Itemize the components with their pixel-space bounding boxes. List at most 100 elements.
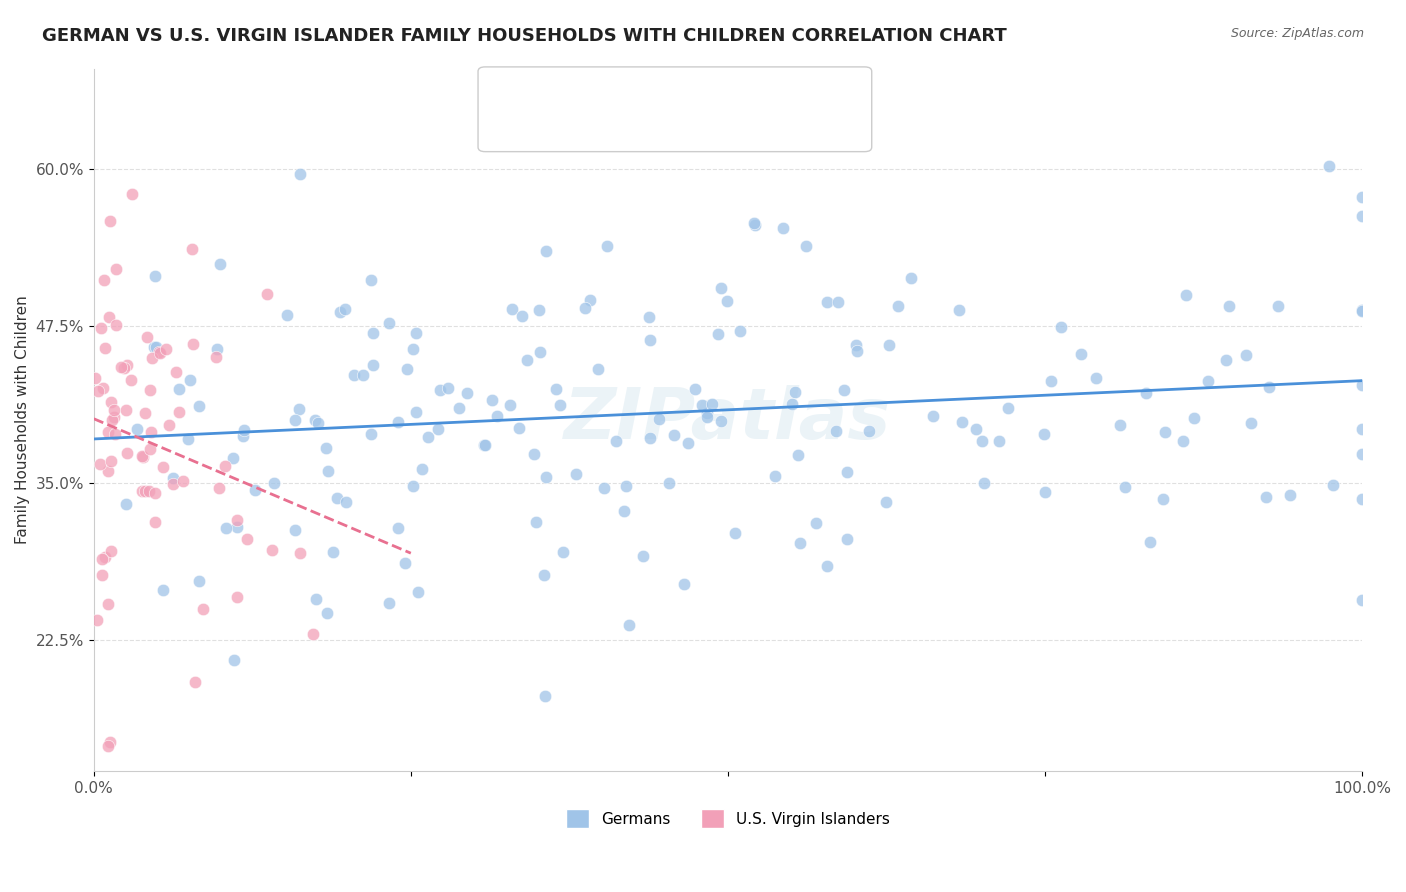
Point [678, 436, 700, 450]
Point [987, 434, 1010, 448]
Point [402, 479, 425, 493]
Point [1239, 417, 1261, 431]
Point [529, 345, 551, 359]
Point [596, 239, 619, 253]
Point [187, 574, 209, 589]
Point [638, 333, 661, 347]
Point [100, 395, 122, 409]
Point [97, 464, 120, 478]
Point [112, 361, 135, 376]
Point [226, 591, 249, 605]
Point [972, 434, 994, 449]
Point [115, 497, 138, 511]
Point [305, 592, 328, 607]
Point [136, 329, 159, 343]
Point [322, 545, 344, 559]
Point [86, 613, 108, 627]
Point [378, 596, 401, 610]
Point [900, 270, 922, 285]
Point [134, 406, 156, 420]
Point [579, 293, 602, 308]
Point [148, 345, 170, 359]
Point [181, 337, 204, 351]
Point [184, 675, 207, 690]
Point [396, 361, 419, 376]
Point [658, 476, 681, 491]
Point [456, 385, 478, 400]
Point [152, 582, 174, 597]
Point [429, 383, 451, 397]
Point [256, 286, 278, 301]
Point [115, 402, 138, 417]
Point [1033, 484, 1056, 499]
Point [131, 484, 153, 499]
Text: Source: ZipAtlas.com: Source: ZipAtlas.com [1230, 27, 1364, 40]
Point [152, 460, 174, 475]
Point [825, 425, 848, 439]
Point [586, 361, 609, 376]
Point [789, 536, 811, 550]
Text: N =: N = [633, 127, 666, 141]
Point [104, 318, 127, 333]
Point [155, 343, 177, 357]
Point [1109, 418, 1132, 433]
Point [143, 516, 166, 530]
Point [524, 515, 547, 529]
Point [724, 525, 747, 540]
Point [534, 689, 557, 703]
Point [510, 310, 533, 324]
Point [387, 521, 409, 535]
Point [84, 370, 107, 384]
Point [613, 504, 636, 518]
Point [1152, 491, 1174, 506]
Point [208, 481, 231, 495]
Point [143, 486, 166, 500]
Point [1174, 288, 1197, 302]
Point [523, 447, 546, 461]
Text: R =: R = [527, 80, 565, 95]
Point [93, 342, 115, 356]
Point [1236, 348, 1258, 362]
Point [1351, 593, 1374, 607]
Point [143, 268, 166, 283]
Point [162, 470, 184, 484]
Point [405, 405, 427, 419]
Point [214, 458, 236, 473]
Point [1050, 320, 1073, 334]
Point [287, 402, 309, 417]
Point [387, 415, 409, 429]
Text: 70: 70 [668, 127, 689, 141]
Point [742, 216, 765, 230]
Point [474, 438, 496, 452]
Point [1267, 299, 1289, 313]
Point [115, 445, 138, 459]
Point [361, 326, 384, 340]
Point [325, 491, 347, 505]
Point [90, 567, 112, 582]
Point [260, 543, 283, 558]
Point [696, 406, 718, 420]
Point [141, 351, 163, 366]
Point [1351, 209, 1374, 223]
Point [405, 326, 427, 341]
Point [226, 520, 249, 534]
Point [1032, 426, 1054, 441]
Text: 0.325: 0.325 [579, 80, 627, 95]
Point [1351, 190, 1374, 204]
Point [1171, 434, 1194, 448]
Point [1040, 374, 1063, 388]
Point [138, 484, 160, 499]
Point [149, 345, 172, 359]
Point [744, 218, 766, 232]
Point [131, 449, 153, 463]
Point [110, 359, 132, 374]
Point [243, 483, 266, 497]
Point [308, 416, 330, 430]
Point [304, 412, 326, 426]
Point [406, 585, 429, 599]
Point [574, 301, 596, 315]
Point [815, 294, 838, 309]
Point [1182, 411, 1205, 425]
Point [631, 549, 654, 564]
Point [485, 409, 508, 423]
